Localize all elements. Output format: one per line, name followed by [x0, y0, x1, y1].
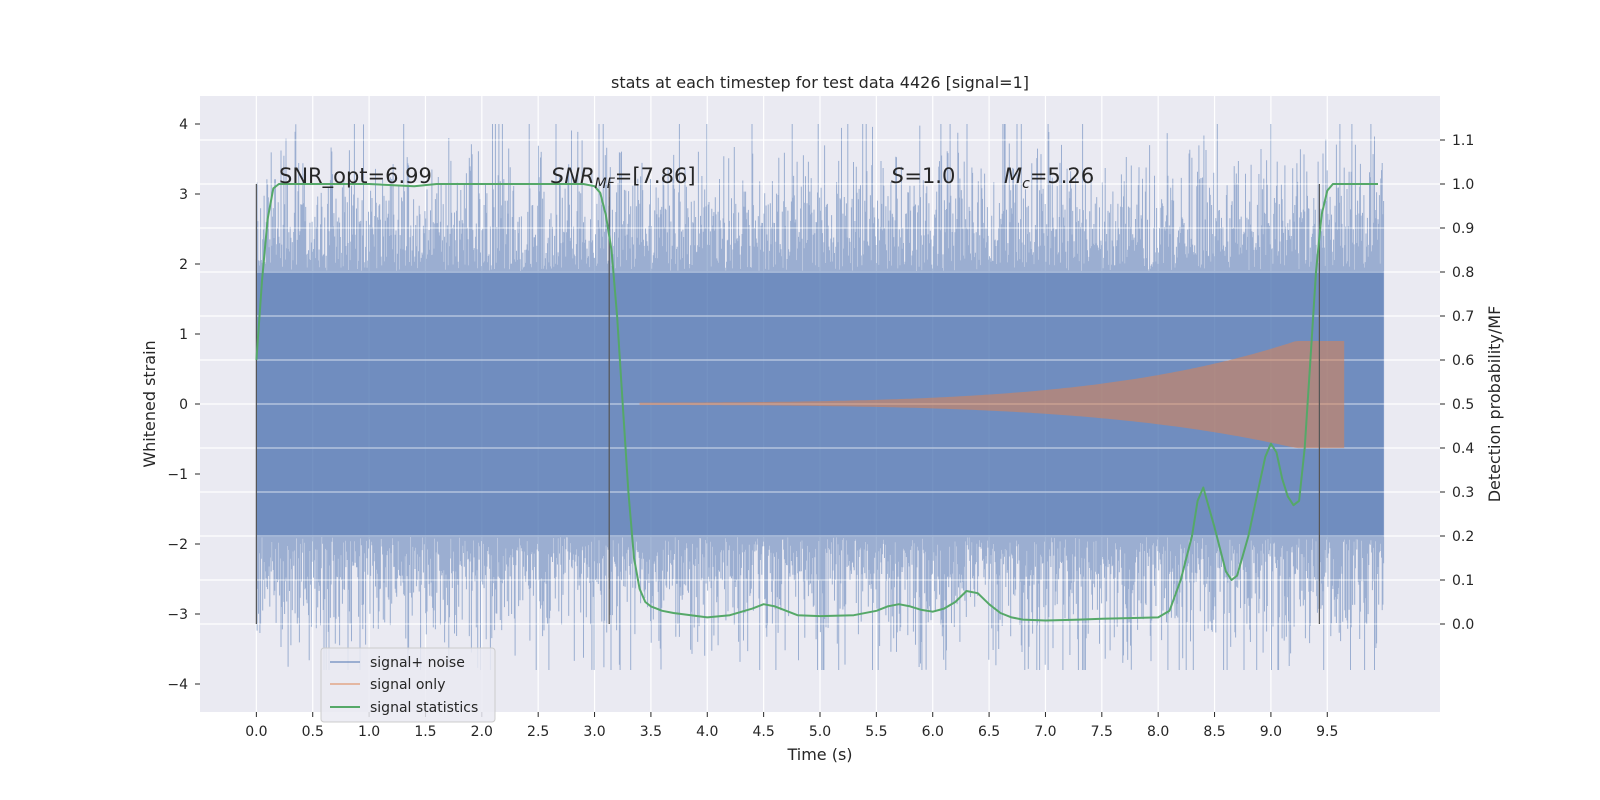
legend-label-signal-plus-noise: signal+ noise	[370, 655, 465, 671]
vertical-markers	[255, 184, 1320, 624]
x-tick-label: 3.0	[583, 724, 605, 740]
series-signal-only	[639, 341, 1345, 449]
annotation-snr-mf-sub: MF	[595, 176, 616, 192]
y-tick-label: 0	[179, 397, 188, 413]
y-tick-label: 4	[179, 117, 188, 133]
y2-tick-label: 1.0	[1452, 177, 1474, 193]
x-tick-label: 5.0	[809, 724, 831, 740]
x-tick-label: 8.5	[1203, 724, 1225, 740]
x-axis-label: Time (s)	[786, 745, 852, 764]
annotation-mc-base: M	[1004, 164, 1022, 188]
x-tick-label: 2.5	[527, 724, 549, 740]
annotation-s-value: =1.0	[904, 164, 955, 188]
y2-tick-label: 1.1	[1452, 133, 1474, 149]
y2-tick-label: 0.7	[1452, 309, 1474, 325]
y2-tick-label: 0.8	[1452, 265, 1474, 281]
x-tick-label: 3.5	[640, 724, 662, 740]
y2-tick-label: 0.9	[1452, 221, 1474, 237]
legend-box	[320, 647, 496, 723]
x-tick-label: 8.0	[1147, 724, 1169, 740]
y-tick-labels: 4 3 2 1 0 −1 −2 −3 −4	[167, 117, 200, 693]
signal-statistics-line	[255, 183, 1378, 622]
annotation-snr-mf-value: =[7.86]	[615, 164, 696, 188]
y2-tick-labels: 1.1 1.0 0.9 0.8 0.7 0.6 0.5 0.4 0.3 0.2 0.1 0.0	[1440, 133, 1474, 633]
legend-label-signal-only: signal only	[370, 677, 445, 693]
y2-tick-label: 0.1	[1452, 573, 1474, 589]
x-tick-label: 4.5	[753, 724, 775, 740]
x-tick-label: 7.5	[1091, 724, 1113, 740]
annotation-snr-mf: SNRMF=[7.86]	[551, 164, 696, 192]
annotation-s: S=1.0	[891, 164, 955, 188]
y2-tick-label: 0.4	[1452, 441, 1474, 457]
y-tick-label: 2	[179, 257, 188, 273]
y-tick-label: −2	[167, 537, 188, 553]
y-axis-label: Whitened strain	[140, 340, 159, 467]
y-tick-label: 3	[179, 187, 188, 203]
y2-tick-label: 0.5	[1452, 397, 1474, 413]
x-tick-label: 2.0	[471, 724, 493, 740]
annotation-s-symbol: S	[891, 164, 904, 188]
x-tick-label: 1.0	[358, 724, 380, 740]
annotation-mc-value: =5.26	[1030, 164, 1094, 188]
x-tick-label: 0.5	[302, 724, 324, 740]
y2-tick-label: 0.0	[1452, 617, 1474, 633]
x-tick-label: 1.5	[414, 724, 436, 740]
x-tick-label: 5.5	[865, 724, 887, 740]
signal-only-envelope	[639, 341, 1345, 449]
y-tick-label: −3	[167, 607, 188, 623]
x-tick-label: 6.5	[978, 724, 1000, 740]
x-tick-label: 6.0	[922, 724, 944, 740]
x-tick-label: 9.5	[1316, 724, 1338, 740]
annotation-snr-mf-base: SNR	[551, 164, 595, 188]
x-tick-label: 4.0	[696, 724, 718, 740]
y-tick-label: −1	[167, 467, 188, 483]
chart-title: stats at each timestep for test data 442…	[611, 73, 1029, 92]
y2-tick-label: 0.6	[1452, 353, 1474, 369]
legend: signal+ noise signal only signal statist…	[320, 647, 496, 723]
x-tick-label: 7.0	[1034, 724, 1056, 740]
annotation-mc-sub: c	[1022, 176, 1030, 192]
legend-label-signal-statistics: signal statistics	[370, 700, 478, 716]
x-tick-label: 9.0	[1260, 724, 1282, 740]
annotation-mc: Mc=5.26	[1004, 164, 1094, 192]
series-signal-statistics	[255, 183, 1378, 622]
x-tick-labels: 0.0 0.5 1.0 1.5 2.0 2.5 3.0 3.5 4.0 4.5 5.0 5.5 6.0 6…	[245, 712, 1338, 740]
y-tick-label: 1	[179, 327, 188, 343]
y2-tick-label: 0.3	[1452, 485, 1474, 501]
x-tick-label: 0.0	[245, 724, 267, 740]
y-tick-label: −4	[167, 677, 188, 693]
y2-tick-label: 0.2	[1452, 529, 1474, 545]
annotation-snr-opt: SNR_opt=6.99	[279, 164, 432, 189]
y2-axis-label: Detection probability/MF	[1485, 306, 1504, 503]
